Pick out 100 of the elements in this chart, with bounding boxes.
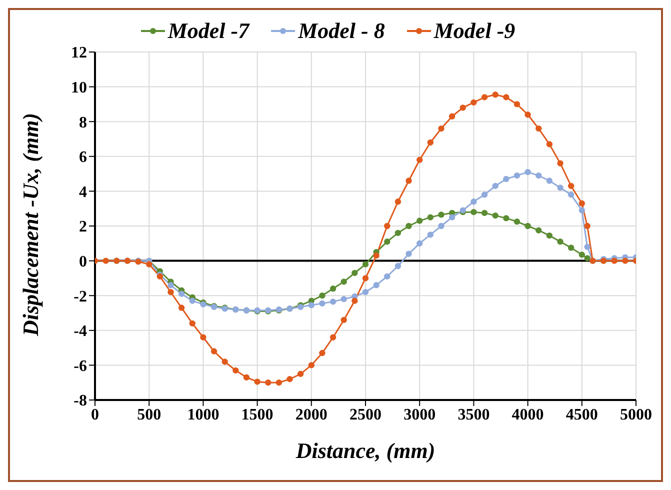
point <box>330 298 336 305</box>
point <box>297 370 304 377</box>
point <box>362 261 369 268</box>
point <box>254 378 260 385</box>
x-tick-label: 5000 <box>620 406 652 424</box>
point <box>394 198 402 205</box>
point <box>352 270 358 276</box>
point <box>406 178 412 184</box>
point <box>568 244 574 251</box>
point <box>189 298 196 304</box>
point <box>416 218 423 224</box>
point <box>578 252 585 258</box>
point <box>416 156 423 163</box>
x-axis-title: Distance, (mm) <box>294 438 436 463</box>
point <box>481 192 488 198</box>
point <box>243 374 250 380</box>
point <box>546 178 553 184</box>
point <box>503 215 510 222</box>
point <box>578 200 585 206</box>
point <box>319 300 326 307</box>
legend-label: Model -7 <box>168 18 250 44</box>
y-tick-label: 0 <box>79 253 87 270</box>
point <box>168 282 174 288</box>
point <box>536 172 542 179</box>
point <box>584 255 590 262</box>
point <box>557 160 564 166</box>
point <box>373 252 380 259</box>
point <box>536 125 542 132</box>
point <box>578 207 585 214</box>
point <box>189 320 196 327</box>
x-tick-label: 3500 <box>458 406 490 424</box>
point <box>481 210 488 216</box>
point <box>210 348 218 354</box>
y-tick-label: -4 <box>74 323 87 340</box>
point <box>394 262 402 270</box>
point <box>524 168 531 176</box>
y-tick-label: -8 <box>74 392 87 410</box>
x-tick-label: 4000 <box>512 406 544 424</box>
point <box>146 261 152 268</box>
point <box>330 286 336 292</box>
point <box>427 139 434 146</box>
point <box>460 104 466 111</box>
y-tick-label: 8 <box>79 114 87 132</box>
point <box>308 302 314 308</box>
point <box>546 232 553 239</box>
point <box>276 380 282 386</box>
point <box>406 250 412 257</box>
legend-label: Model -9 <box>434 18 516 44</box>
point <box>568 182 574 190</box>
point <box>330 334 336 340</box>
point <box>492 92 498 98</box>
point <box>384 273 390 280</box>
point <box>448 113 456 120</box>
point <box>470 208 477 216</box>
point <box>308 362 314 368</box>
y-tick-label: 12 <box>71 44 87 62</box>
point <box>514 218 520 225</box>
point <box>319 292 326 299</box>
point <box>503 94 510 100</box>
point <box>536 227 542 234</box>
y-tick-label: -6 <box>74 358 87 375</box>
point <box>481 94 488 100</box>
point <box>178 304 185 311</box>
y-tick-label: 6 <box>79 149 87 166</box>
point <box>319 350 326 356</box>
point <box>394 230 402 236</box>
point <box>438 212 444 218</box>
point <box>524 112 531 118</box>
point <box>416 240 423 246</box>
y-axis-title: Displacement -Ux, (mm) <box>18 112 43 337</box>
point <box>492 182 498 190</box>
point <box>514 101 520 108</box>
point <box>340 296 347 302</box>
x-tick-label: 2500 <box>350 406 382 424</box>
point <box>584 222 590 230</box>
point <box>557 238 564 245</box>
point <box>178 290 185 297</box>
point <box>340 316 347 324</box>
point <box>200 334 206 340</box>
x-tick-label: 3000 <box>404 406 436 424</box>
y-tick-label: 4 <box>79 184 87 201</box>
x-tick-label: 1500 <box>241 406 274 424</box>
point <box>102 258 109 264</box>
point <box>384 238 390 245</box>
point <box>222 358 228 365</box>
point <box>232 367 239 374</box>
point <box>611 258 618 264</box>
x-tick-label: 0 <box>91 406 99 424</box>
point <box>427 232 434 238</box>
point <box>514 172 520 179</box>
point <box>265 380 272 386</box>
x-tick-label: 500 <box>137 406 162 424</box>
point <box>352 298 358 304</box>
point <box>622 258 628 264</box>
point <box>438 222 444 230</box>
y-tick-label: -2 <box>74 288 87 306</box>
point <box>362 289 369 296</box>
point <box>438 125 444 132</box>
point <box>503 176 510 182</box>
point <box>492 212 498 219</box>
